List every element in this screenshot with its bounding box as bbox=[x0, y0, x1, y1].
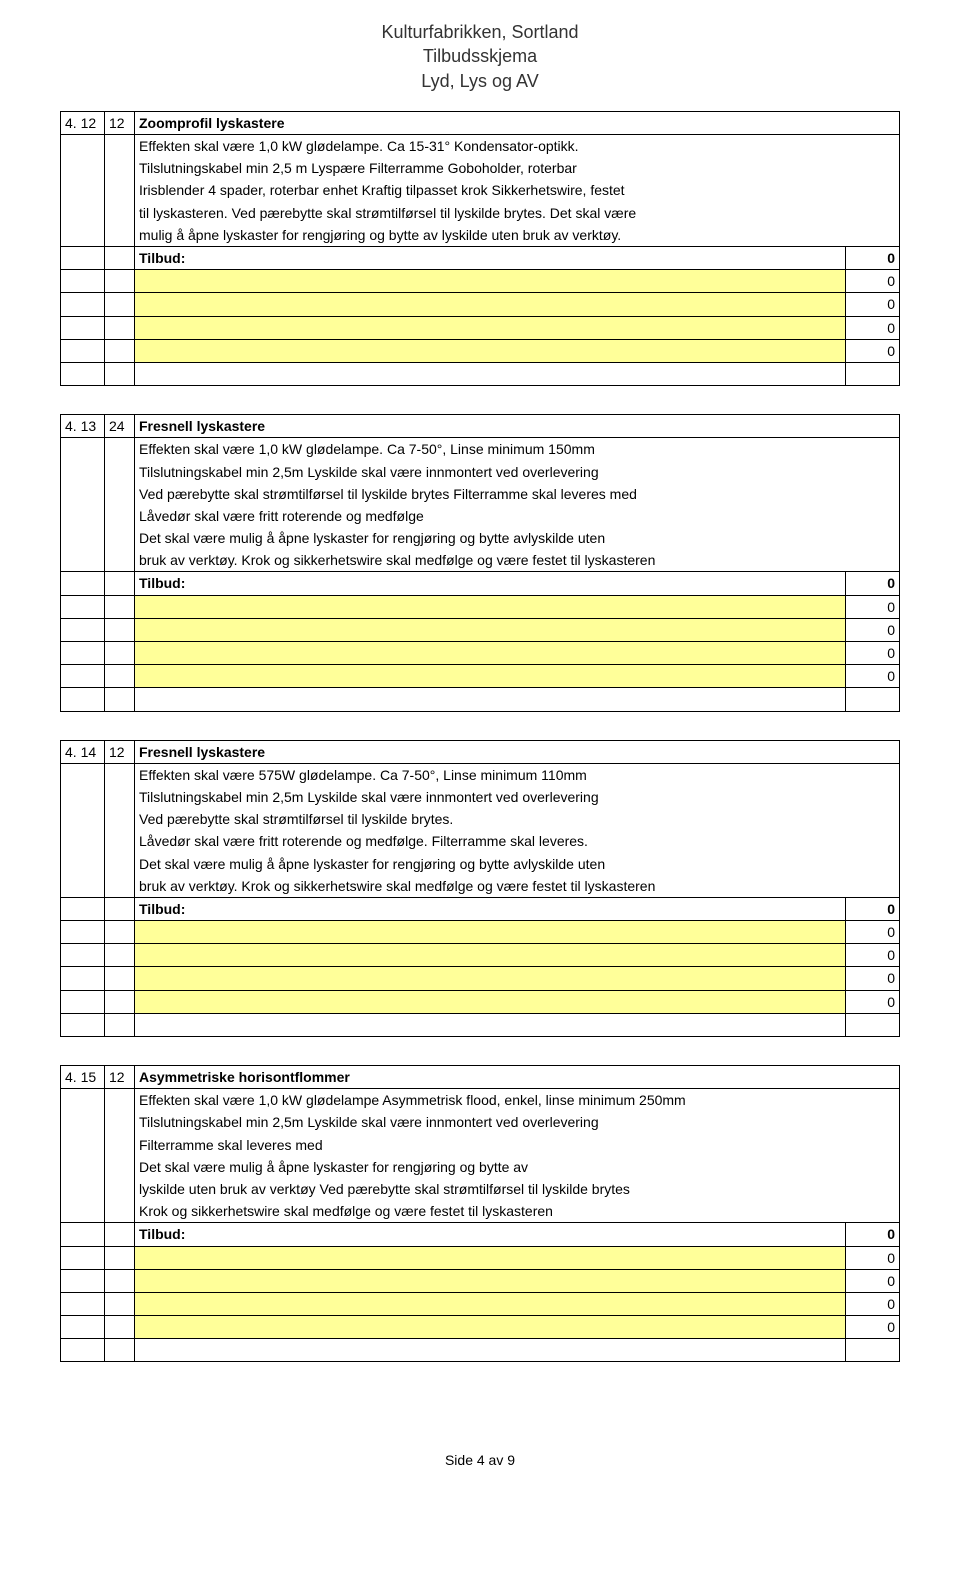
section-number: 4. 14 bbox=[61, 740, 105, 763]
blank-input-row[interactable] bbox=[135, 595, 846, 618]
blank-input-row[interactable] bbox=[135, 1246, 846, 1269]
blank-row-value: 0 bbox=[846, 1292, 900, 1315]
section-desc-line: Ved pærebytte skal strømtilførsel til ly… bbox=[135, 483, 900, 505]
header-line-1: Kulturfabrikken, Sortland bbox=[60, 20, 900, 44]
blank-input-row[interactable] bbox=[135, 1269, 846, 1292]
spec-section: 4. 1412Fresnell lyskastereEffekten skal … bbox=[60, 740, 900, 1037]
section-desc-line: Det skal være mulig å åpne lyskaster for… bbox=[135, 527, 900, 549]
section-desc-line: Irisblender 4 spader, roterbar enhet Kra… bbox=[135, 179, 900, 201]
page-header: Kulturfabrikken, Sortland Tilbudsskjema … bbox=[60, 20, 900, 93]
section-desc-line: Det skal være mulig å åpne lyskaster for… bbox=[135, 1156, 900, 1178]
section-desc-line: Det skal være mulig å åpne lyskaster for… bbox=[135, 853, 900, 875]
blank-row-value: 0 bbox=[846, 316, 900, 339]
blank-input-row[interactable] bbox=[135, 293, 846, 316]
section-desc-line: Effekten skal være 1,0 kW glødelampe. Ca… bbox=[135, 438, 900, 461]
blank-row-value: 0 bbox=[846, 618, 900, 641]
section-desc-line: Tilslutningskabel min 2,5m Lyskilde skal… bbox=[135, 461, 900, 483]
section-desc-line: Tilslutningskabel min 2,5 m Lyspære Filt… bbox=[135, 157, 900, 179]
section-desc-line: Effekten skal være 575W glødelampe. Ca 7… bbox=[135, 763, 900, 786]
tilbud-label: Tilbud: bbox=[135, 247, 846, 270]
blank-row-value: 0 bbox=[846, 921, 900, 944]
section-title: Asymmetriske horisontflommer bbox=[135, 1066, 900, 1089]
blank-row-value: 0 bbox=[846, 293, 900, 316]
tilbud-value: 0 bbox=[846, 572, 900, 595]
tilbud-value: 0 bbox=[846, 1223, 900, 1246]
section-number: 4. 15 bbox=[61, 1066, 105, 1089]
blank-input-row[interactable] bbox=[135, 316, 846, 339]
spec-section: 4. 1324Fresnell lyskastereEffekten skal … bbox=[60, 414, 900, 711]
section-number: 4. 12 bbox=[61, 111, 105, 134]
tilbud-value: 0 bbox=[846, 897, 900, 920]
section-desc-line: Effekten skal være 1,0 kW glødelampe Asy… bbox=[135, 1089, 900, 1112]
blank-input-row[interactable] bbox=[135, 618, 846, 641]
section-desc-line: bruk av verktøy. Krok og sikkerhetswire … bbox=[135, 549, 900, 572]
section-title: Zoomprofil lyskastere bbox=[135, 111, 900, 134]
blank-input-row[interactable] bbox=[135, 921, 846, 944]
section-desc-line: lyskilde uten bruk av verktøy Ved pæreby… bbox=[135, 1178, 900, 1200]
section-title: Fresnell lyskastere bbox=[135, 740, 900, 763]
section-desc-line: til lyskasteren. Ved pærebytte skal strø… bbox=[135, 202, 900, 224]
section-qty: 24 bbox=[105, 415, 135, 438]
tilbud-label: Tilbud: bbox=[135, 1223, 846, 1246]
blank-input-row[interactable] bbox=[135, 967, 846, 990]
section-desc-line: Låvedør skal være fritt roterende og med… bbox=[135, 830, 900, 852]
blank-row-value: 0 bbox=[846, 967, 900, 990]
section-desc-line: Krok og sikkerhetswire skal medfølge og … bbox=[135, 1200, 900, 1223]
blank-row-value: 0 bbox=[846, 944, 900, 967]
section-desc-line: Tilslutningskabel min 2,5m Lyskilde skal… bbox=[135, 1111, 900, 1133]
section-qty: 12 bbox=[105, 111, 135, 134]
blank-input-row[interactable] bbox=[135, 642, 846, 665]
section-desc-line: Tilslutningskabel min 2,5m Lyskilde skal… bbox=[135, 786, 900, 808]
spec-section: 4. 1512Asymmetriske horisontflommerEffek… bbox=[60, 1065, 900, 1362]
tilbud-value: 0 bbox=[846, 247, 900, 270]
section-desc-line: Filterramme skal leveres med bbox=[135, 1134, 900, 1156]
section-qty: 12 bbox=[105, 1066, 135, 1089]
tilbud-label: Tilbud: bbox=[135, 572, 846, 595]
blank-input-row[interactable] bbox=[135, 339, 846, 362]
blank-input-row[interactable] bbox=[135, 1292, 846, 1315]
section-desc-line: mulig å åpne lyskaster for rengjøring og… bbox=[135, 224, 900, 247]
blank-row-value: 0 bbox=[846, 1316, 900, 1339]
blank-input-row[interactable] bbox=[135, 665, 846, 688]
blank-row-value: 0 bbox=[846, 642, 900, 665]
spec-section: 4. 1212Zoomprofil lyskastereEffekten ska… bbox=[60, 111, 900, 386]
section-desc-line: Låvedør skal være fritt roterende og med… bbox=[135, 505, 900, 527]
blank-input-row[interactable] bbox=[135, 270, 846, 293]
section-title: Fresnell lyskastere bbox=[135, 415, 900, 438]
blank-row-value: 0 bbox=[846, 595, 900, 618]
section-desc-line: Ved pærebytte skal strømtilførsel til ly… bbox=[135, 808, 900, 830]
blank-row-value: 0 bbox=[846, 665, 900, 688]
blank-row-value: 0 bbox=[846, 339, 900, 362]
blank-row-value: 0 bbox=[846, 270, 900, 293]
blank-row-value: 0 bbox=[846, 1246, 900, 1269]
section-number: 4. 13 bbox=[61, 415, 105, 438]
header-line-3: Lyd, Lys og AV bbox=[60, 69, 900, 93]
blank-input-row[interactable] bbox=[135, 1316, 846, 1339]
blank-input-row[interactable] bbox=[135, 990, 846, 1013]
blank-row-value: 0 bbox=[846, 990, 900, 1013]
blank-input-row[interactable] bbox=[135, 944, 846, 967]
header-line-2: Tilbudsskjema bbox=[60, 44, 900, 68]
section-desc-line: bruk av verktøy. Krok og sikkerhetswire … bbox=[135, 875, 900, 898]
blank-row-value: 0 bbox=[846, 1269, 900, 1292]
section-desc-line: Effekten skal være 1,0 kW glødelampe. Ca… bbox=[135, 135, 900, 158]
section-qty: 12 bbox=[105, 740, 135, 763]
tilbud-label: Tilbud: bbox=[135, 897, 846, 920]
page-footer: Side 4 av 9 bbox=[60, 1452, 900, 1468]
